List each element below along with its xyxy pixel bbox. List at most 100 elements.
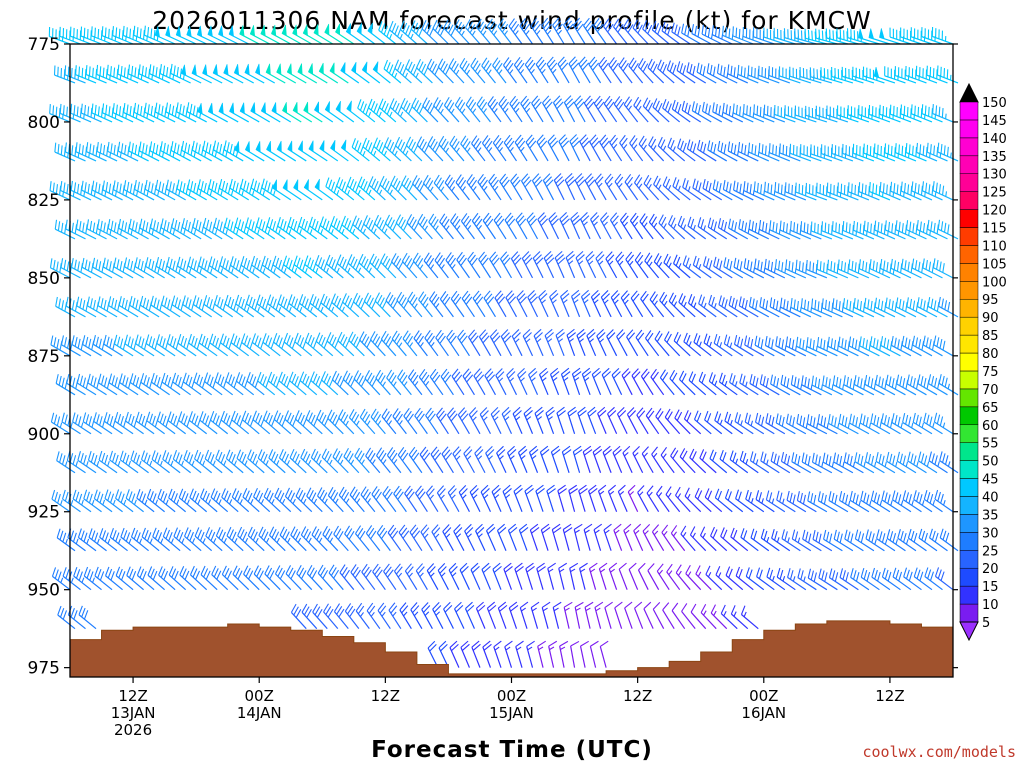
wind-barb bbox=[49, 104, 71, 123]
barb-full bbox=[187, 221, 191, 232]
barb-staff bbox=[76, 305, 97, 318]
barb-staff bbox=[50, 344, 71, 357]
barb-full bbox=[115, 532, 120, 542]
barb-full bbox=[93, 377, 97, 387]
barb-full bbox=[57, 571, 62, 581]
barb-full bbox=[268, 449, 274, 459]
barb-staff bbox=[129, 304, 149, 318]
barb-full bbox=[95, 69, 98, 79]
wind-barb bbox=[71, 335, 92, 357]
barb-staff bbox=[54, 228, 76, 240]
barb-full bbox=[145, 334, 150, 344]
barb-staff bbox=[118, 304, 139, 318]
barb-half bbox=[167, 190, 170, 197]
barb-half bbox=[102, 499, 106, 506]
wind-barb bbox=[128, 141, 149, 162]
barb-staff bbox=[140, 381, 160, 396]
barb-staff bbox=[245, 226, 265, 240]
barb-full bbox=[221, 531, 226, 541]
barb-full bbox=[264, 257, 269, 268]
wind-barb bbox=[135, 411, 155, 435]
barb-full bbox=[152, 570, 158, 581]
barb-full bbox=[98, 261, 102, 271]
barb-full bbox=[67, 338, 71, 349]
barb-full bbox=[260, 451, 266, 461]
wind-barb bbox=[51, 489, 71, 513]
barb-full bbox=[187, 144, 191, 154]
barb-full bbox=[164, 297, 168, 307]
barb-full bbox=[238, 296, 243, 307]
barb-staff bbox=[87, 382, 107, 396]
barb-full bbox=[63, 259, 67, 270]
barb-full bbox=[94, 566, 99, 577]
barb-half bbox=[204, 151, 207, 158]
barb-full bbox=[75, 219, 79, 229]
barb-staff bbox=[57, 614, 76, 630]
barb-staff bbox=[240, 264, 260, 279]
wind-barb bbox=[189, 488, 208, 513]
barb-full bbox=[256, 259, 261, 270]
barb-full bbox=[96, 491, 101, 501]
barb-full bbox=[88, 66, 91, 76]
barb-full bbox=[135, 377, 140, 387]
barb-staff bbox=[156, 265, 176, 279]
barb-full bbox=[76, 296, 80, 307]
barb-full bbox=[94, 27, 96, 38]
wind-barb bbox=[267, 294, 286, 318]
barb-half bbox=[273, 268, 276, 274]
barb-full bbox=[158, 566, 163, 576]
barb-staff bbox=[140, 304, 160, 318]
barb-full bbox=[156, 299, 160, 309]
wind-barb bbox=[138, 64, 160, 84]
barb-full bbox=[87, 373, 91, 384]
barb-full bbox=[248, 570, 254, 580]
barb-full bbox=[116, 68, 119, 79]
barb-staff bbox=[211, 574, 229, 591]
barb-full bbox=[247, 449, 252, 459]
barb-full bbox=[125, 411, 129, 422]
barb-full bbox=[189, 103, 193, 114]
barb-full bbox=[278, 337, 283, 347]
barb-full bbox=[100, 298, 104, 308]
barb-full bbox=[266, 490, 272, 500]
barb-full bbox=[187, 256, 192, 267]
barb-half bbox=[109, 229, 112, 236]
barb-full bbox=[114, 299, 118, 310]
barb-full bbox=[130, 338, 134, 348]
wind-barb bbox=[109, 450, 128, 474]
barb-full bbox=[51, 567, 57, 577]
barb-full bbox=[219, 299, 224, 309]
wind-barb bbox=[105, 566, 123, 591]
barb-half bbox=[230, 190, 234, 196]
barb-full bbox=[167, 454, 172, 464]
barb-full bbox=[102, 145, 106, 155]
barb-half bbox=[139, 538, 143, 544]
barb-full bbox=[193, 372, 198, 382]
barb-staff bbox=[262, 341, 281, 357]
barb-staff bbox=[92, 266, 113, 279]
barb-full bbox=[184, 493, 189, 503]
barb-staff bbox=[241, 341, 260, 357]
barb-full bbox=[134, 257, 138, 267]
barb-full bbox=[82, 377, 87, 387]
barb-full bbox=[122, 375, 126, 385]
barb-staff bbox=[225, 380, 244, 396]
barb-staff bbox=[177, 265, 197, 279]
barb-staff bbox=[231, 419, 250, 435]
barb-staff bbox=[155, 188, 176, 201]
barb-full bbox=[176, 529, 181, 539]
barb-full bbox=[248, 219, 252, 229]
barb-staff bbox=[118, 227, 139, 240]
barb-full bbox=[160, 218, 164, 228]
barb-full bbox=[230, 221, 234, 231]
barb-full bbox=[124, 144, 127, 155]
barb-full bbox=[145, 299, 150, 310]
barb-full bbox=[63, 337, 68, 347]
barb-staff bbox=[54, 74, 76, 84]
barb-full bbox=[201, 258, 205, 268]
barb-half bbox=[241, 190, 244, 196]
barb-full bbox=[142, 220, 146, 230]
barb-staff bbox=[112, 112, 134, 123]
barb-full bbox=[139, 28, 142, 39]
barb-full bbox=[152, 142, 156, 153]
